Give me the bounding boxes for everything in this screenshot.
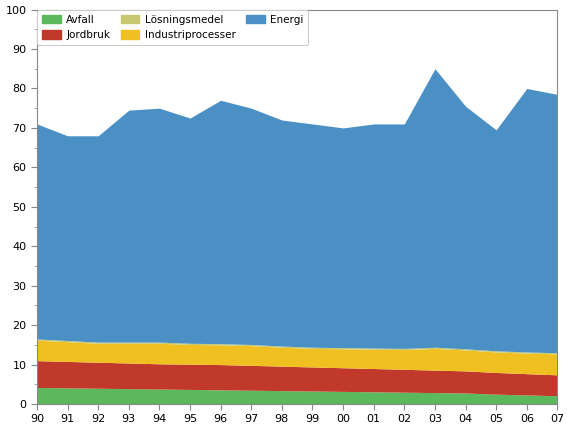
Legend: Avfall, Jordbruk, Lösningsmedel, Industriprocesser, Energi: Avfall, Jordbruk, Lösningsmedel, Industr… [37, 9, 308, 45]
